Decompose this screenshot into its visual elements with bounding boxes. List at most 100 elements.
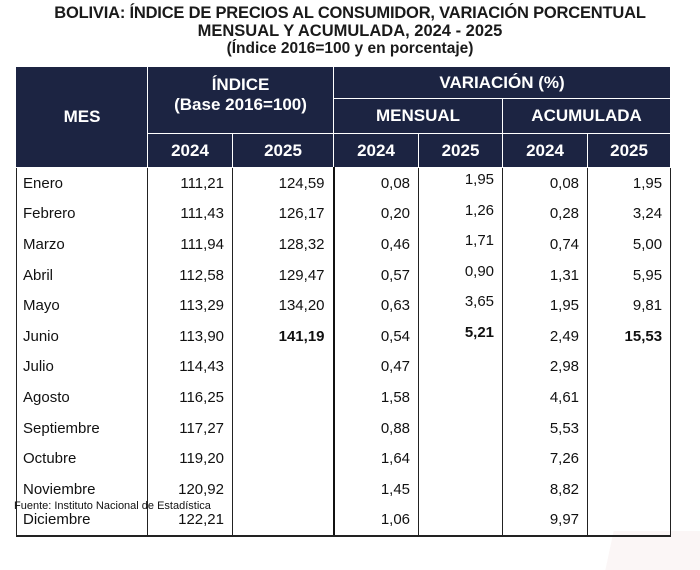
cell-acu2025 [587,473,672,505]
cell-acu2025: 1,95 [587,167,672,199]
cell-mes: Agosto [16,382,148,413]
cell-men2024: 1,45 [333,473,420,505]
cell-mes: Abril [16,259,148,291]
table-row: Marzo 111,94 128,32 0,46 1,71 0,74 5,00 [16,229,672,260]
cell-idx2025: 141,19 [231,320,335,352]
cell-mes: Junio [16,320,148,352]
cell-acu2025 [587,351,672,383]
cell-men2024: 0,54 [333,320,420,352]
cell-men2025 [418,412,504,444]
header-year-indice-2024: 2024 [147,133,233,168]
cell-idx2024: 114,43 [147,351,233,383]
table-row: Febrero 111,43 126,17 0,20 1,26 0,28 3,24 [16,198,672,230]
cell-mes: Julio [16,351,148,383]
cell-idx2025: 129,47 [231,259,335,291]
cell-idx2025: 128,32 [231,229,335,260]
cell-men2025 [418,351,504,383]
cell-idx2024: 116,25 [147,382,233,413]
cell-idx2024: 111,43 [147,198,233,230]
cell-idx2024: 112,58 [147,259,233,291]
title-line-2: MENSUAL Y ACUMULADA, 2024 - 2025 [197,22,503,40]
cell-men2025 [418,473,504,505]
title-line-1: BOLIVIA: ÍNDICE DE PRECIOS AL CONSUMIDOR… [54,4,646,22]
cell-idx2024: 113,90 [147,320,233,352]
table-row: Septiembre 117,27 0,88 5,53 [16,412,672,444]
cell-mes: Febrero [16,198,148,230]
cell-men2025: 1,95 [418,167,504,199]
cell-acu2024: 0,28 [502,198,589,230]
cell-men2024: 1,58 [333,382,420,413]
header-year-mensual-2025: 2025 [418,133,504,168]
cell-idx2024: 111,94 [147,229,233,260]
cell-mes: Octubre [16,443,148,474]
table-row: Enero 111,21 124,59 0,08 1,95 0,08 1,95 [16,167,672,199]
table-row: Agosto 116,25 1,58 4,61 [16,382,672,413]
table-row: Octubre 119,20 1,64 7,26 [16,443,672,474]
cell-idx2025: 124,59 [231,167,335,199]
cell-men2025 [418,382,504,413]
cell-acu2025 [587,412,672,444]
cell-mes: Septiembre [16,412,148,444]
cell-acu2024: 2,98 [502,351,589,383]
cell-acu2024: 5,53 [502,412,589,444]
cell-men2025: 1,26 [418,198,504,230]
cell-acu2025: 5,95 [587,259,672,291]
cell-idx2024: 117,27 [147,412,233,444]
header-year-acumulada-2025: 2025 [587,133,672,168]
cell-mes: Diciembre [16,504,148,538]
header-indice: ÍNDICE (Base 2016=100) [146,66,335,134]
cell-mes: Noviembre [16,473,148,505]
cell-mes: Mayo [16,290,148,321]
header-indice-title: ÍNDICE [211,75,270,94]
source-note: Fuente: Instituto Nacional de Estadístic… [14,500,211,512]
cell-acu2025: 5,00 [587,229,672,260]
header-year-mensual-2024: 2024 [333,133,420,168]
cell-idx2025: 126,17 [231,198,335,230]
cell-men2024: 0,46 [333,229,420,260]
table-row: Junio 113,90 141,19 0,54 5,21 2,49 15,53 [16,320,672,352]
cell-acu2024: 8,82 [502,473,589,505]
cell-men2024: 0,57 [333,259,420,291]
cell-acu2025: 15,53 [587,320,672,352]
cell-acu2025 [587,443,672,474]
cell-idx2024: 113,29 [147,290,233,321]
header-indice-base: (Base 2016=100) [174,95,307,114]
table-body: Enero 111,21 124,59 0,08 1,95 0,08 1,95 Febrero… [16,167,672,538]
header-acumulada: ACUMULADA [502,98,672,134]
cell-idx2025 [231,473,335,505]
cell-men2025: 5,21 [418,320,504,352]
header-mensual: MENSUAL [333,98,504,134]
cell-idx2025 [231,382,335,413]
header-year-acumulada-2024: 2024 [502,133,589,168]
cell-idx2025 [231,412,335,444]
cell-idx2024: 119,20 [147,443,233,474]
cell-idx2024: 111,21 [147,167,233,199]
cell-acu2025: 9,81 [587,290,672,321]
cpi-table: MES ÍNDICE (Base 2016=100) VARIACIÓN (%)… [16,66,672,538]
header-mes: MES [16,66,148,168]
cell-mes: Marzo [16,229,148,260]
cell-acu2025 [587,504,672,538]
cell-men2025: 1,71 [418,229,504,260]
cell-acu2024: 4,61 [502,382,589,413]
cell-idx2025 [231,351,335,383]
table-row: Noviembre 120,92 1,45 8,82 [16,473,672,505]
cell-men2024: 0,20 [333,198,420,230]
cell-men2025: 3,65 [418,290,504,321]
cell-acu2024: 0,08 [502,167,589,199]
cell-acu2024: 7,26 [502,443,589,474]
cell-men2025: 0,90 [418,259,504,291]
title-subtitle: (Índice 2016=100 y en porcentaje) [226,40,474,57]
cell-men2025 [418,504,504,538]
cell-acu2024: 2,49 [502,320,589,352]
header-variacion: VARIACIÓN (%) [333,66,672,99]
cell-men2024: 0,88 [333,412,420,444]
header-year-indice-2025: 2025 [231,133,335,168]
cell-acu2025: 3,24 [587,198,672,230]
cell-men2024: 0,47 [333,351,420,383]
cell-acu2024: 0,74 [502,229,589,260]
table-row: Julio 114,43 0,47 2,98 [16,351,672,383]
cell-men2024: 1,64 [333,443,420,474]
cell-idx2025: 134,20 [231,290,335,321]
cell-acu2024: 9,97 [502,504,589,538]
